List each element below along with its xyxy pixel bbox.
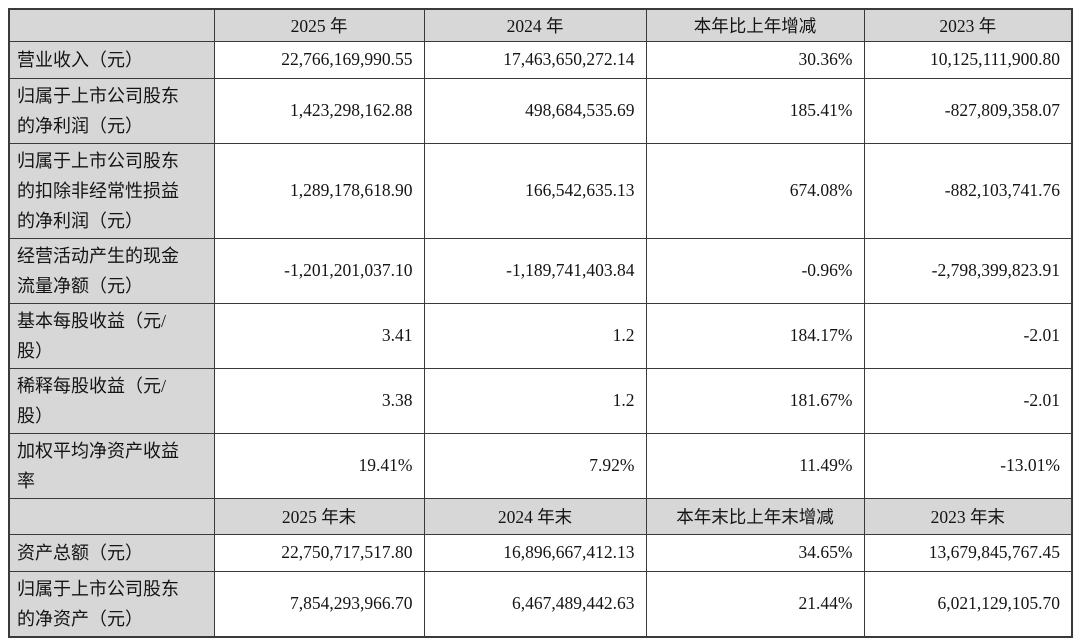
column-header-year-end-change: 本年末比上年末增减 bbox=[645, 497, 865, 535]
column-header-yoy-change: 本年比上年增减 bbox=[645, 8, 865, 42]
metric-value: 7,854,293,966.70 bbox=[213, 570, 425, 637]
metric-value: 674.08% bbox=[645, 142, 865, 239]
column-header-2024-end: 2024 年末 bbox=[423, 497, 647, 535]
metric-value: 166,542,635.13 bbox=[423, 142, 647, 239]
metric-value: 1.2 bbox=[423, 302, 647, 369]
column-header-2023: 2023 年 bbox=[863, 8, 1073, 42]
metric-value: 6,021,129,105.70 bbox=[863, 570, 1073, 637]
annual-header-row: 2025 年 2024 年 本年比上年增减 2023 年 bbox=[8, 8, 1073, 42]
column-header-2025-end: 2025 年末 bbox=[213, 497, 425, 535]
metric-value: 181.67% bbox=[645, 367, 865, 434]
metric-value: 7.92% bbox=[423, 432, 647, 499]
metric-value: -0.96% bbox=[645, 237, 865, 304]
metric-label: 稀释每股收益（元/ 股） bbox=[8, 367, 215, 434]
column-header-2025: 2025 年 bbox=[213, 8, 425, 42]
metric-value: 21.44% bbox=[645, 570, 865, 637]
financial-summary-table: 2025 年 2024 年 本年比上年增减 2023 年 营业收入（元） 22,… bbox=[8, 8, 1073, 638]
metric-value: 22,766,169,990.55 bbox=[213, 40, 425, 79]
metric-value: 19.41% bbox=[213, 432, 425, 499]
column-header-2023-end: 2023 年末 bbox=[863, 497, 1073, 535]
table-row-total-assets: 资产总额（元） 22,750,717,517.80 16,896,667,412… bbox=[8, 533, 1073, 572]
metric-value: 3.38 bbox=[213, 367, 425, 434]
table-row-revenue: 营业收入（元） 22,766,169,990.55 17,463,650,272… bbox=[8, 40, 1073, 79]
table-row-basic-eps: 基本每股收益（元/ 股） 3.41 1.2 184.17% -2.01 bbox=[8, 302, 1073, 369]
blank-corner-cell bbox=[8, 8, 215, 42]
metric-value: -827,809,358.07 bbox=[863, 77, 1073, 144]
metric-value: 11.49% bbox=[645, 432, 865, 499]
metric-value: 13,679,845,767.45 bbox=[863, 533, 1073, 572]
metric-value: -1,201,201,037.10 bbox=[213, 237, 425, 304]
table-row-net-profit: 归属于上市公司股东 的净利润（元） 1,423,298,162.88 498,6… bbox=[8, 77, 1073, 144]
metric-value: -2,798,399,823.91 bbox=[863, 237, 1073, 304]
blank-corner-cell bbox=[8, 497, 215, 535]
metric-label: 基本每股收益（元/ 股） bbox=[8, 302, 215, 369]
metric-label: 资产总额（元） bbox=[8, 533, 215, 572]
year-end-header-row: 2025 年末 2024 年末 本年末比上年末增减 2023 年末 bbox=[8, 497, 1073, 535]
metric-value: -2.01 bbox=[863, 367, 1073, 434]
metric-value: -1,189,741,403.84 bbox=[423, 237, 647, 304]
metric-value: 17,463,650,272.14 bbox=[423, 40, 647, 79]
metric-value: 184.17% bbox=[645, 302, 865, 369]
metric-label: 加权平均净资产收益 率 bbox=[8, 432, 215, 499]
metric-value: -882,103,741.76 bbox=[863, 142, 1073, 239]
metric-value: 1.2 bbox=[423, 367, 647, 434]
metric-label: 经营活动产生的现金 流量净额（元） bbox=[8, 237, 215, 304]
metric-value: -2.01 bbox=[863, 302, 1073, 369]
metric-value: 185.41% bbox=[645, 77, 865, 144]
metric-value: 1,289,178,618.90 bbox=[213, 142, 425, 239]
metric-value: 10,125,111,900.80 bbox=[863, 40, 1073, 79]
metric-label: 归属于上市公司股东 的扣除非经常性损益 的净利润（元） bbox=[8, 142, 215, 239]
metric-value: 6,467,489,442.63 bbox=[423, 570, 647, 637]
metric-label: 归属于上市公司股东 的净利润（元） bbox=[8, 77, 215, 144]
metric-label: 归属于上市公司股东 的净资产（元） bbox=[8, 570, 215, 637]
column-header-2024: 2024 年 bbox=[423, 8, 647, 42]
metric-value: 22,750,717,517.80 bbox=[213, 533, 425, 572]
metric-label: 营业收入（元） bbox=[8, 40, 215, 79]
metric-value: 34.65% bbox=[645, 533, 865, 572]
metric-value: 1,423,298,162.88 bbox=[213, 77, 425, 144]
metric-value: 3.41 bbox=[213, 302, 425, 369]
metric-value: 16,896,667,412.13 bbox=[423, 533, 647, 572]
table-row-diluted-eps: 稀释每股收益（元/ 股） 3.38 1.2 181.67% -2.01 bbox=[8, 367, 1073, 434]
metric-value: 30.36% bbox=[645, 40, 865, 79]
table-row-weighted-avg-roe: 加权平均净资产收益 率 19.41% 7.92% 11.49% -13.01% bbox=[8, 432, 1073, 499]
table-row-net-profit-excl-nonrecurring: 归属于上市公司股东 的扣除非经常性损益 的净利润（元） 1,289,178,61… bbox=[8, 142, 1073, 239]
table-row-net-assets: 归属于上市公司股东 的净资产（元） 7,854,293,966.70 6,467… bbox=[8, 570, 1073, 637]
table-row-operating-cash-flow: 经营活动产生的现金 流量净额（元） -1,201,201,037.10 -1,1… bbox=[8, 237, 1073, 304]
metric-value: -13.01% bbox=[863, 432, 1073, 499]
metric-value: 498,684,535.69 bbox=[423, 77, 647, 144]
